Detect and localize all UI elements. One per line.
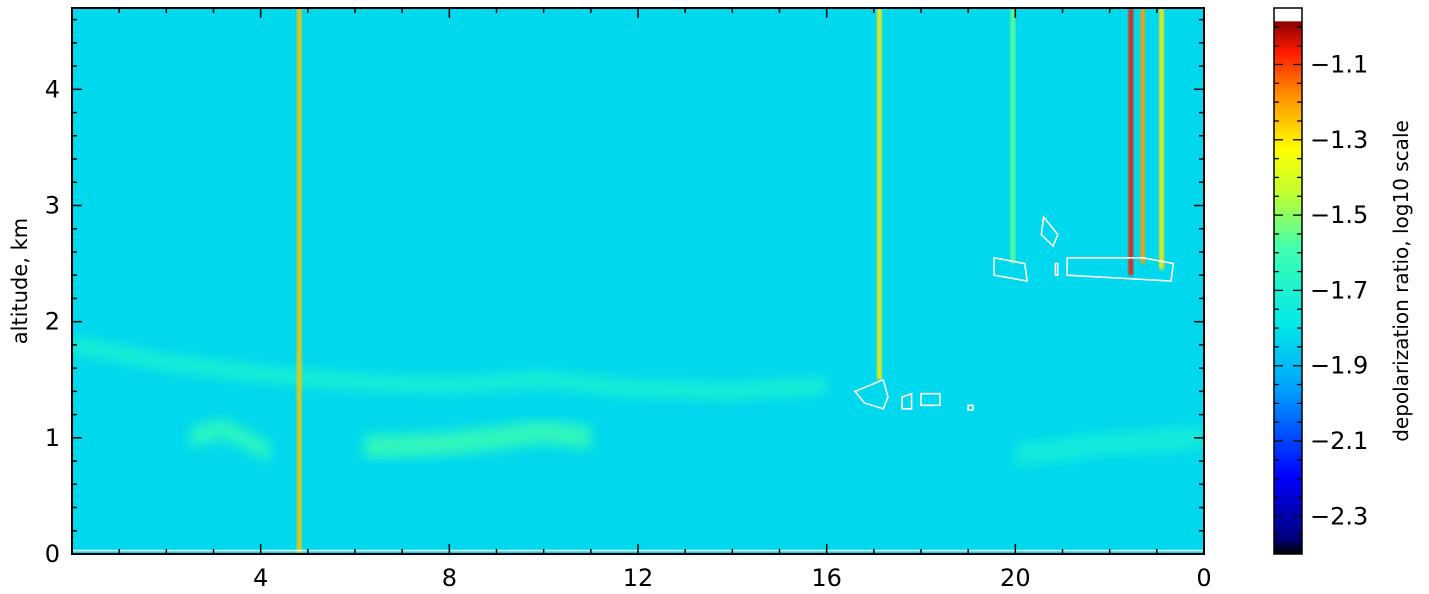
y-axis: 0 1 2 3 4: [45, 18, 1204, 568]
colorbar-tick-label: −1.1: [1310, 50, 1368, 78]
x-tick-label: 16: [811, 564, 842, 592]
cloud-contour: [993, 256, 1029, 282]
colorbar-tick-label: −2.1: [1310, 427, 1368, 455]
cloud-contour: [920, 392, 941, 407]
streak-17.1h: [876, 8, 882, 380]
aerosol-layer-upper: [72, 336, 827, 401]
aerosol-layer-lower-2: [364, 420, 591, 459]
colorbar-tick-label: −1.5: [1310, 201, 1368, 229]
x-tick-label: 0: [1196, 564, 1211, 592]
y-tick-label: 2: [45, 308, 60, 336]
streak-23.1h: [1159, 8, 1165, 270]
cloud-contour: [1066, 256, 1175, 282]
y-tick-label: 1: [45, 424, 60, 452]
colorbar-label: depolarization ratio, log10 scale: [1389, 120, 1413, 442]
colorbar-tick-label: −1.9: [1310, 352, 1368, 380]
colorbar-tick-label: −2.3: [1310, 502, 1368, 530]
streak-22.7h: [1140, 8, 1146, 264]
y-tick-label: 3: [45, 191, 60, 219]
cloud-contour: [1040, 215, 1059, 248]
cloud-contour: [853, 378, 889, 410]
x-axis: 4 8 12 16 20 0: [71, 8, 1212, 592]
aerosol-layer-lower-3: [1015, 426, 1204, 467]
aerosol-layer-lower-1: [189, 418, 271, 463]
x-tick-label: 12: [623, 564, 654, 592]
cloud-contour: [967, 404, 974, 411]
colorbar-gradient: [1273, 7, 1303, 555]
streak-4.8h: [296, 8, 302, 554]
plot-background: [72, 8, 1204, 554]
x-tick-label: 8: [442, 564, 457, 592]
streak-22.5h: [1128, 8, 1134, 276]
y-tick-label: 4: [45, 75, 60, 103]
aerosol-layers: [72, 336, 1204, 467]
colorbar: −1.1 −1.3 −1.5 −1.7 −1.9 −2.1 −2.3 depolarizat…: [1273, 7, 1413, 555]
y-axis-label: altitude, km: [8, 218, 32, 345]
x-tick-label: 4: [253, 564, 268, 592]
cloud-contour: [1054, 262, 1059, 276]
streaks: [296, 8, 1165, 554]
colorbar-ticks: −1.1 −1.3 −1.5 −1.7 −1.9 −2.1 −2.3: [1274, 26, 1368, 536]
colorbar-tick-label: −1.7: [1310, 276, 1368, 304]
colorbar-tick-label: −1.3: [1310, 126, 1368, 154]
cloud-contour: [901, 392, 913, 410]
plot-area: [71, 7, 1205, 555]
y-tick-label: 0: [45, 540, 60, 568]
streak-20h: [1010, 8, 1016, 264]
x-tick-label: 20: [1000, 564, 1031, 592]
